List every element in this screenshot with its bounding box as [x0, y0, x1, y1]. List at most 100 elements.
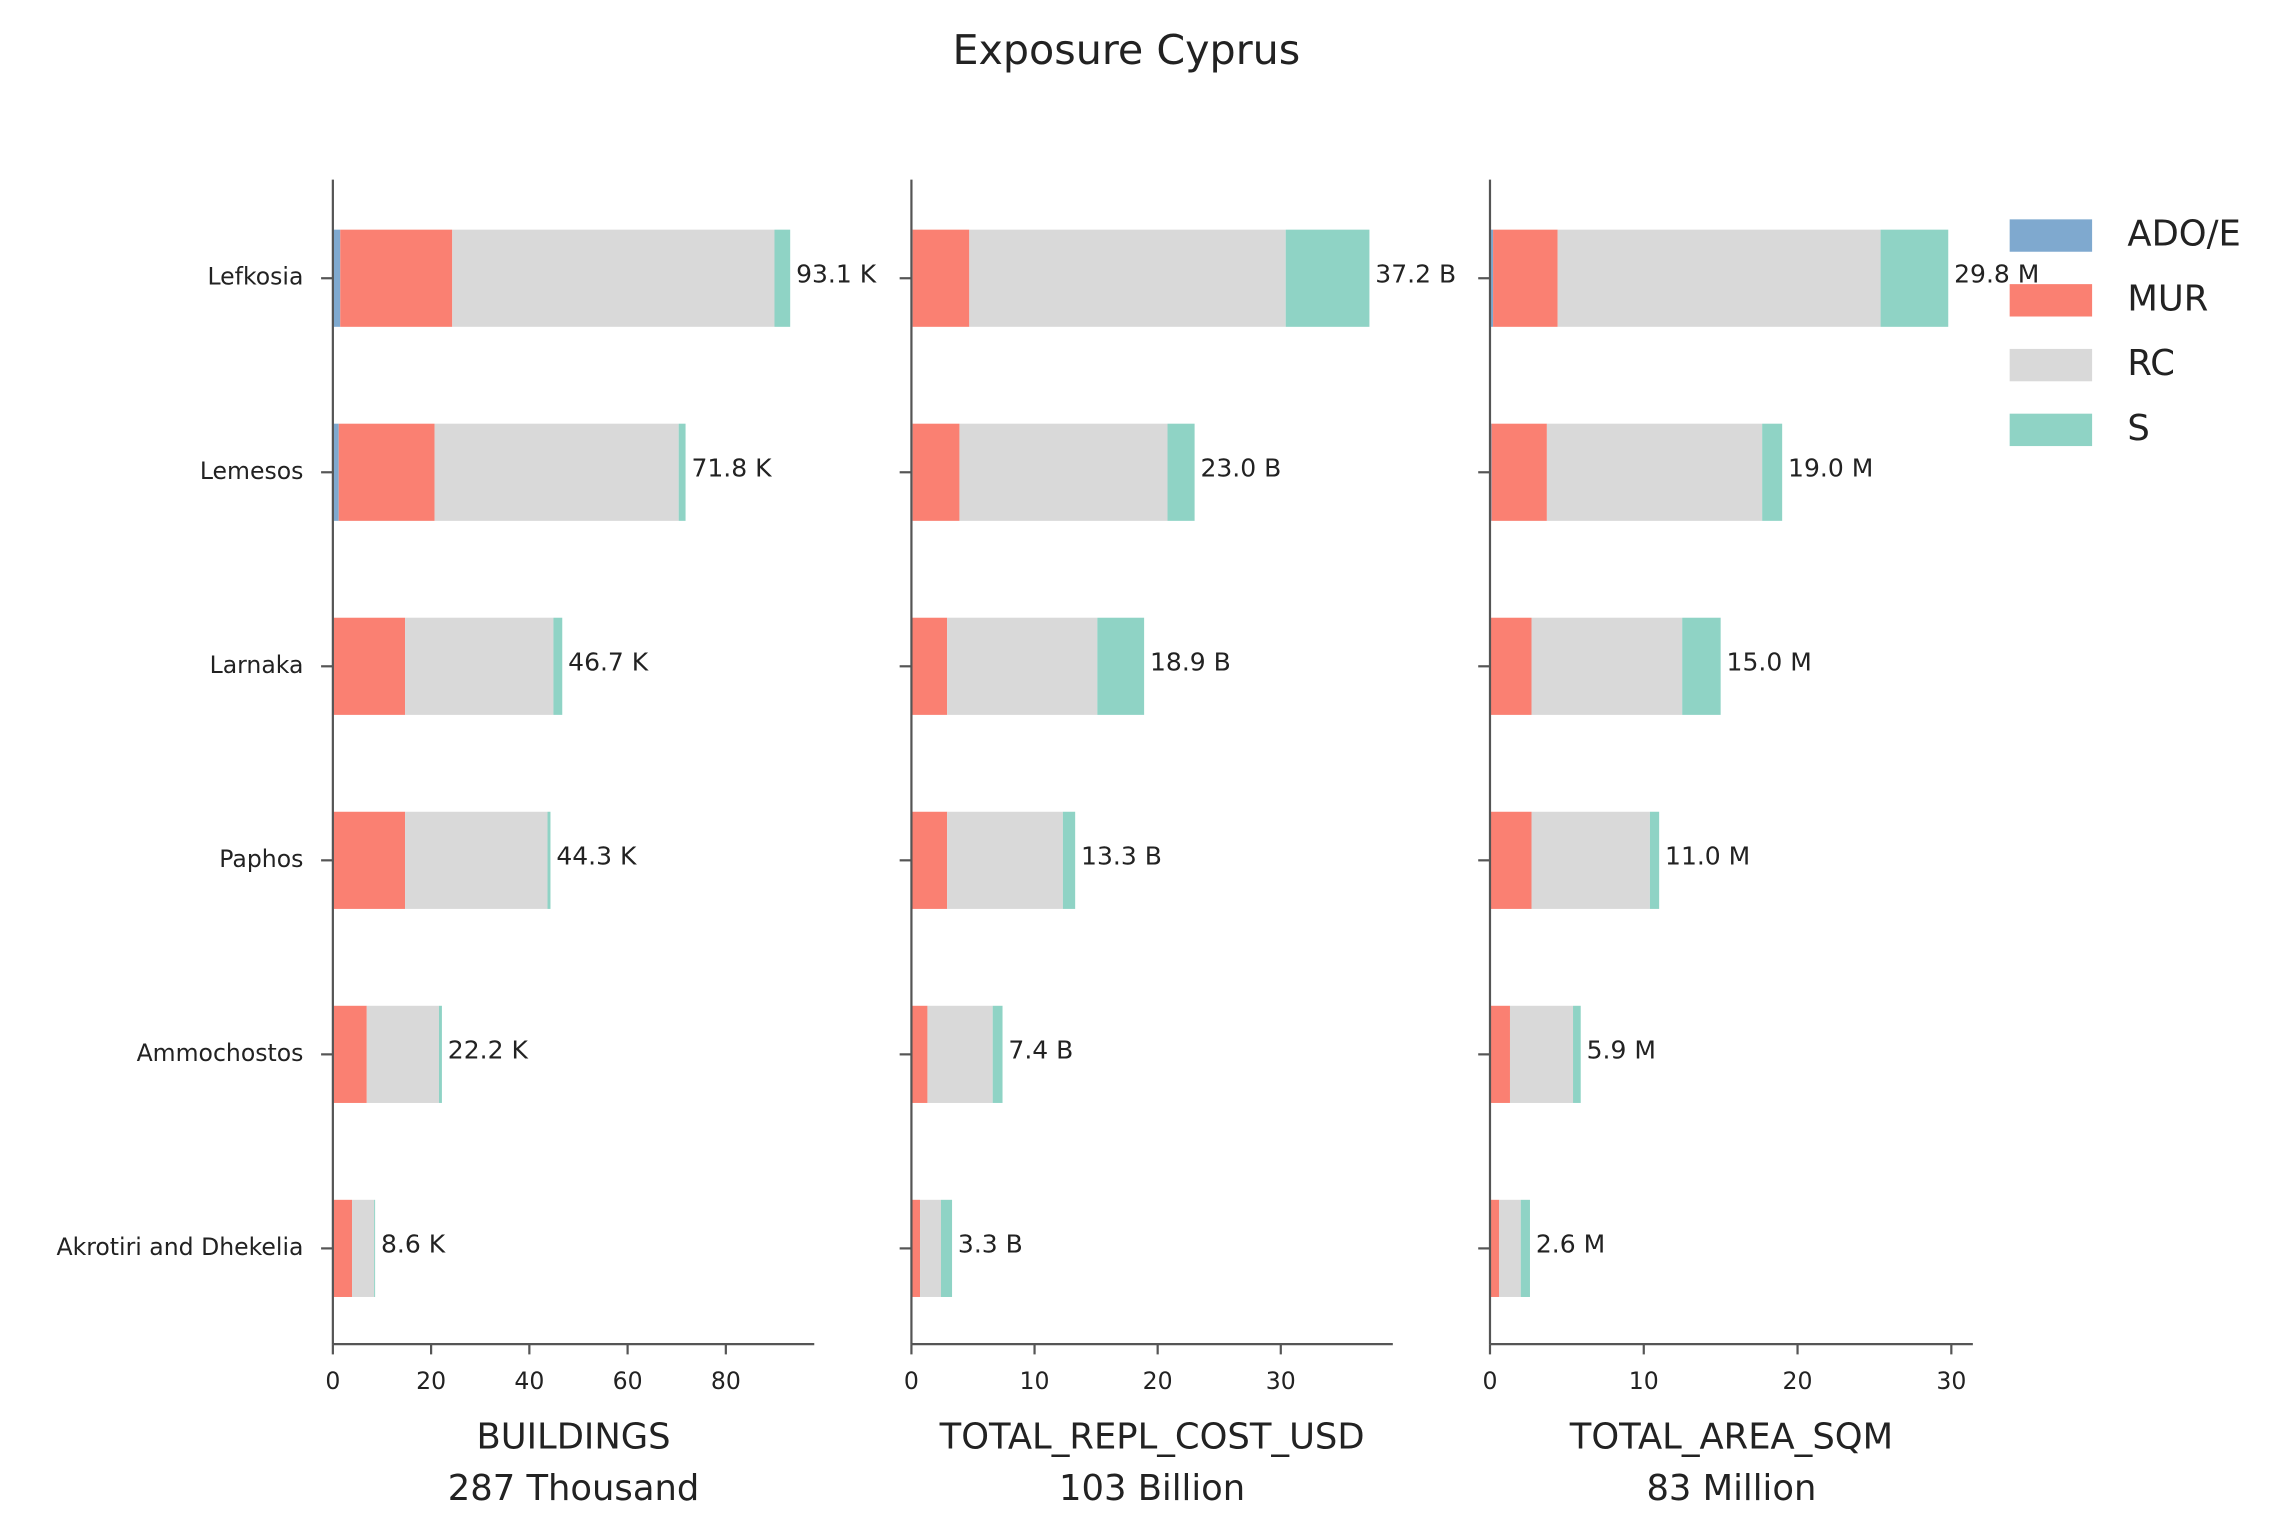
bar-segment — [332, 1199, 353, 1297]
x-axis-sublabel: 83 Million — [1646, 1468, 1816, 1509]
bar-segment — [1167, 423, 1195, 521]
bar-segment — [1531, 811, 1650, 909]
bar-segment — [374, 1199, 376, 1297]
bar-segment — [405, 811, 548, 909]
bar-segment — [992, 1005, 1003, 1103]
bar-segment — [911, 811, 948, 909]
x-tick-label: 60 — [613, 1367, 643, 1395]
bar-segment — [1762, 423, 1783, 521]
total-label: 22.2 K — [448, 1035, 529, 1064]
bar-segment — [332, 1005, 367, 1103]
x-axis-label: TOTAL_AREA_SQM — [1569, 1416, 1893, 1457]
bar-segment — [774, 229, 791, 327]
bar-segment — [678, 423, 686, 521]
bar-segment — [1649, 811, 1660, 909]
bar-segment — [352, 1199, 375, 1297]
total-label: 23.0 B — [1200, 453, 1281, 482]
bar-segment — [1062, 811, 1076, 909]
bar-segment — [940, 1199, 953, 1297]
legend-swatch — [2009, 284, 2093, 317]
legend-swatch — [2009, 219, 2093, 252]
legend-label: S — [2127, 408, 2149, 449]
x-tick-label: 20 — [1783, 1367, 1813, 1395]
bar-segment — [434, 423, 679, 521]
bar-segment — [927, 1005, 993, 1103]
x-tick-label: 30 — [1936, 1367, 1966, 1395]
bar-segment — [1509, 1005, 1574, 1103]
bar-segment — [438, 1005, 442, 1103]
bar-segment — [340, 229, 453, 327]
bar-segment — [911, 1199, 921, 1297]
y-tick-label: Larnaka — [210, 651, 304, 679]
bar-segment — [911, 1005, 928, 1103]
bar-segment — [366, 1005, 439, 1103]
bar-segment — [405, 617, 554, 715]
y-tick-label: Akrotiri and Dhekelia — [56, 1233, 303, 1261]
total-label: 71.8 K — [691, 453, 772, 482]
bar-segment — [332, 617, 406, 715]
legend-label: ADO/E — [2127, 214, 2240, 255]
legend-label: RC — [2127, 343, 2174, 384]
bar-segment — [1573, 1005, 1581, 1103]
x-axis-sublabel: 287 Thousand — [448, 1468, 700, 1509]
bar-segment — [553, 617, 563, 715]
total-label: 93.1 K — [796, 259, 877, 288]
x-tick-label: 10 — [1020, 1367, 1050, 1395]
bar-segment — [338, 423, 435, 521]
bar-segment — [1489, 229, 1494, 327]
total-label: 18.9 B — [1150, 647, 1231, 676]
total-label: 19.0 M — [1788, 453, 1873, 482]
bar-segment — [1880, 229, 1949, 327]
bar-segment — [1489, 811, 1532, 909]
y-tick-label: Ammochostos — [137, 1039, 304, 1067]
x-tick-label: 0 — [1482, 1367, 1497, 1395]
bar-segment — [1493, 229, 1558, 327]
x-axis-label: BUILDINGS — [477, 1416, 671, 1457]
bar-segment — [1489, 617, 1532, 715]
total-label: 8.6 K — [381, 1229, 446, 1258]
bar-segment — [1489, 1005, 1510, 1103]
total-label: 11.0 M — [1665, 841, 1750, 870]
bar-segment — [912, 423, 960, 521]
total-label: 5.9 M — [1587, 1035, 1656, 1064]
legend-swatch — [2009, 413, 2093, 447]
bar-segment — [332, 423, 339, 521]
total-label: 13.3 B — [1081, 841, 1162, 870]
bar-segment — [969, 229, 1286, 327]
bar-segment — [920, 1199, 941, 1297]
chart-title: Exposure Cyprus — [952, 26, 1300, 74]
total-label: 29.8 M — [1954, 259, 2039, 288]
bar-segment — [1531, 617, 1683, 715]
y-tick-label: Lefkosia — [207, 263, 303, 291]
x-tick-label: 80 — [711, 1367, 741, 1395]
total-label: 37.2 B — [1375, 259, 1456, 288]
x-tick-label: 20 — [1143, 1367, 1173, 1395]
bar-segment — [1682, 617, 1721, 715]
bar-segment — [1097, 617, 1145, 715]
bar-segment — [1557, 229, 1881, 327]
total-label: 3.3 B — [958, 1229, 1023, 1258]
bar-segment — [547, 811, 551, 909]
total-label: 46.7 K — [568, 647, 649, 676]
x-tick-label: 20 — [416, 1367, 446, 1395]
bar-segment — [1285, 229, 1370, 327]
x-tick-label: 10 — [1629, 1367, 1659, 1395]
y-tick-label: Paphos — [219, 845, 303, 873]
bar-segment — [947, 811, 1063, 909]
bar-segment — [959, 423, 1168, 521]
y-tick-label: Lemesos — [200, 457, 304, 485]
x-tick-label: 30 — [1266, 1367, 1296, 1395]
bar-segment — [1499, 1199, 1521, 1297]
x-tick-label: 0 — [904, 1367, 919, 1395]
bar-segment — [1489, 1199, 1500, 1297]
bar-segment — [947, 617, 1098, 715]
bar-segment — [1546, 423, 1763, 521]
bar-segment — [332, 229, 341, 327]
bar-segment — [911, 617, 948, 715]
total-label: 15.0 M — [1727, 647, 1812, 676]
bar-segment — [912, 229, 970, 327]
legend-swatch — [2009, 348, 2093, 382]
x-tick-label: 0 — [325, 1367, 340, 1395]
bar-segment — [1520, 1199, 1530, 1297]
